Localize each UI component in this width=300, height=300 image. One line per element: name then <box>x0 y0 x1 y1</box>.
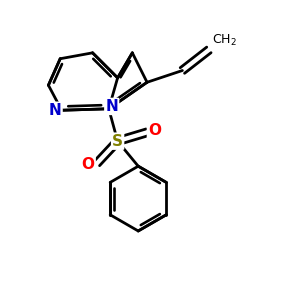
Text: N: N <box>105 99 118 114</box>
Text: S: S <box>112 134 123 149</box>
Text: O: O <box>82 157 95 172</box>
Text: N: N <box>49 103 61 118</box>
Text: CH$_2$: CH$_2$ <box>212 32 237 47</box>
Text: O: O <box>148 123 161 138</box>
